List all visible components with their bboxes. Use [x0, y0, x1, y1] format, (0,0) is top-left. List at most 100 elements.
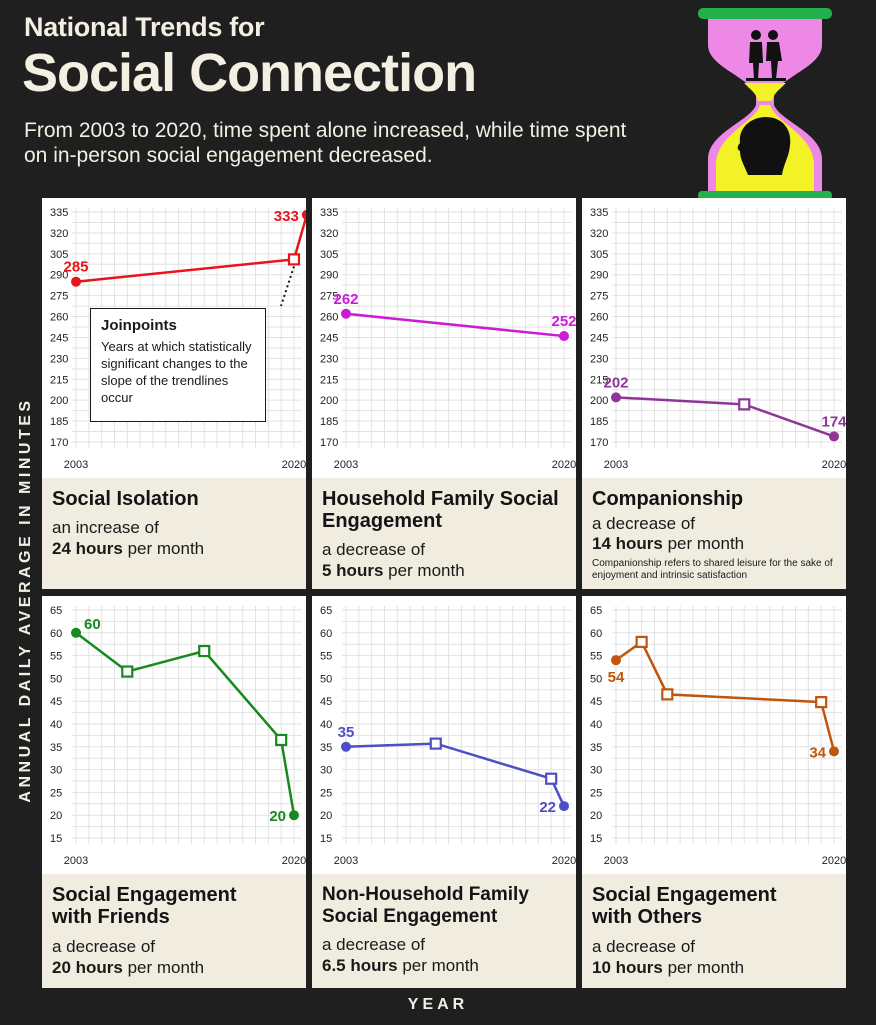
- y-tick-label: 35: [50, 742, 62, 754]
- grid: [342, 208, 572, 448]
- head-silhouette-icon: [737, 117, 791, 175]
- joinpoint-marker: [738, 398, 751, 411]
- y-tick-label: 35: [320, 742, 332, 754]
- x-tick-label: 2003: [64, 855, 88, 867]
- subtitle: From 2003 to 2020, time spent alone incr…: [24, 119, 627, 167]
- y-tick-label: 65: [590, 605, 602, 617]
- y-tick-label: 275: [320, 291, 338, 303]
- y-tick-label: 200: [320, 395, 338, 407]
- chart-plot-5: 15 20 25 30 35 40 45 50 55 60 65 2003 2020 54 34: [590, 605, 846, 867]
- data-label: 60: [84, 616, 101, 633]
- y-tick-label: 45: [590, 696, 602, 708]
- chart-title: Non-Household Family Social Engagement: [322, 884, 529, 927]
- data-point: [611, 655, 621, 666]
- data-label: 22: [539, 799, 556, 816]
- y-tick-label: 215: [320, 374, 338, 386]
- y-tick-label: 230: [50, 353, 68, 365]
- data-point: [341, 741, 351, 752]
- chart-panel-others: 15 20 25 30 35 40 45 50 55 60 65 2003 2020 54 34 Socia…: [582, 596, 846, 988]
- y-tick-label: 40: [320, 719, 332, 731]
- x-tick-label: 2003: [64, 459, 88, 471]
- y-tick-label: 245: [590, 332, 608, 344]
- y-tick-label: 230: [320, 353, 338, 365]
- data-label: 54: [608, 669, 625, 686]
- chart-title: Social Isolation: [52, 488, 199, 510]
- y-tick-label: 320: [320, 228, 338, 240]
- y-tick-label: 20: [50, 810, 62, 822]
- joinpoint-marker: [121, 665, 134, 678]
- data-point: [71, 276, 81, 287]
- data-point: [829, 746, 839, 757]
- data-point: [71, 627, 81, 638]
- data-point: [611, 392, 621, 403]
- grid: [72, 606, 302, 844]
- y-tick-label: 320: [50, 228, 68, 240]
- y-tick-label: 170: [590, 437, 608, 449]
- x-tick-label: 2020: [282, 459, 306, 471]
- joinpoint-marker: [815, 696, 828, 709]
- chart-plot-4: 15 20 25 30 35 40 45 50 55 60 65 2003 2020 35 22: [320, 605, 576, 867]
- y-tick-label: 65: [50, 605, 62, 617]
- chart-change-amount: 14 hours per month: [592, 534, 840, 554]
- joinpoint-marker: [429, 737, 442, 750]
- y-tick-label: 260: [320, 312, 338, 324]
- data-label: 202: [603, 374, 628, 391]
- chart-plot-3: 15 20 25 30 35 40 45 50 55 60 65 2003 2020 60 20: [50, 605, 306, 867]
- chart-change-line: a decrease of: [592, 514, 696, 533]
- chart-panel-social-isolation: 170 185 200 215 230 245 260 275 290 305 320 335 2003…: [42, 198, 306, 589]
- chart-change-line: an increase of: [52, 518, 159, 537]
- y-tick-label: 185: [590, 416, 608, 428]
- series-line: [345, 742, 566, 807]
- chart-panel-friends: 15 20 25 30 35 40 45 50 55 60 65 2003 2020 60 20 Socia…: [42, 596, 306, 988]
- chart-title: Household Family Social Engagement: [322, 488, 559, 532]
- data-point: [829, 431, 839, 442]
- change-unit: per month: [388, 561, 465, 580]
- y-tick-label: 275: [50, 291, 68, 303]
- data-label: 252: [551, 313, 576, 330]
- joinpoints-note: Joinpoints Years at which statistically …: [90, 308, 266, 422]
- y-tick-label: 305: [50, 249, 68, 261]
- change-hours: 5 hours: [322, 561, 384, 580]
- change-unit: per month: [667, 958, 745, 977]
- chart-note: Companionship refers to shared leisure f…: [592, 558, 833, 581]
- hourglass-icon: [698, 8, 832, 200]
- y-tick-label: 65: [320, 605, 332, 617]
- y-tick-label: 20: [320, 810, 332, 822]
- y-tick-label: 260: [590, 312, 608, 324]
- joinpoints-title: Joinpoints: [101, 317, 177, 334]
- y-tick-label: 30: [320, 765, 332, 777]
- data-label: 35: [338, 724, 355, 741]
- y-tick-label: 60: [320, 628, 332, 640]
- y-tick-label: 45: [320, 696, 332, 708]
- y-tick-label: 35: [590, 742, 602, 754]
- y-tick-label: 50: [320, 673, 332, 685]
- chart-change-line: a decrease of: [592, 937, 696, 956]
- y-tick-label: 30: [590, 765, 602, 777]
- y-tick-label: 15: [590, 833, 602, 845]
- chart-panel-companionship: 170 185 200 215 230 245 260 275 290 305 320 335 2003…: [582, 198, 846, 589]
- page-title: Social Connection: [22, 43, 477, 103]
- y-tick-label: 55: [320, 651, 332, 663]
- chart-caption: Social Engagement with Friends a decreas…: [42, 874, 306, 988]
- y-tick-label: 25: [320, 787, 332, 799]
- change-unit: per month: [127, 958, 205, 977]
- x-tick-label: 2003: [334, 855, 358, 867]
- y-tick-label: 245: [320, 332, 338, 344]
- y-tick-label: 290: [590, 270, 608, 282]
- data-point: [289, 810, 299, 821]
- y-tick-label: 170: [320, 437, 338, 449]
- data-point: [341, 308, 351, 319]
- joinpoint-marker: [198, 644, 211, 658]
- data-point: [559, 331, 569, 342]
- joinpoint-marker: [287, 253, 301, 266]
- change-unit: per month: [402, 956, 479, 975]
- y-tick-label: 185: [50, 416, 68, 428]
- y-tick-label: 230: [590, 353, 608, 365]
- chart-title: Social Engagement with Friends: [52, 884, 237, 928]
- data-label: 262: [333, 291, 358, 308]
- y-tick-label: 335: [590, 207, 608, 219]
- y-tick-label: 185: [320, 416, 338, 428]
- x-tick-label: 2020: [822, 459, 846, 471]
- y-tick-label: 50: [590, 673, 602, 685]
- y-tick-label: 40: [590, 719, 602, 731]
